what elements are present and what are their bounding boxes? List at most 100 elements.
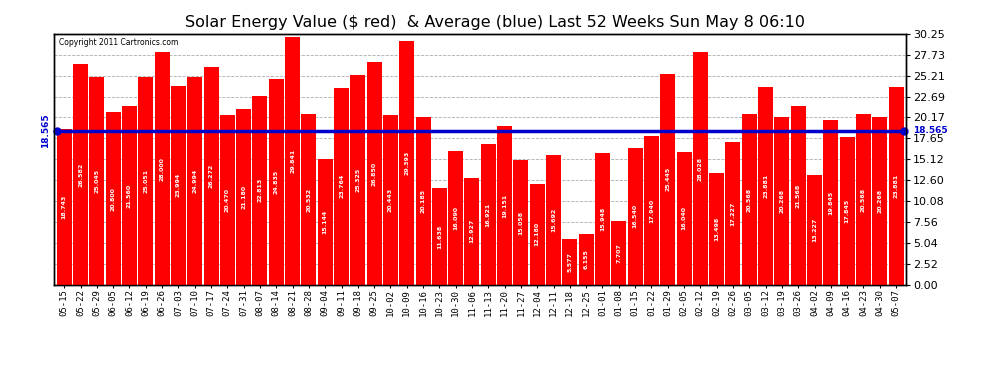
Text: 25.051: 25.051 [144,169,148,193]
Text: 20.185: 20.185 [421,189,426,213]
Text: 29.841: 29.841 [290,149,295,173]
Bar [758,87,773,285]
Text: 21.180: 21.180 [242,185,247,209]
Bar [726,142,741,285]
Bar [644,136,659,285]
Bar [579,234,594,285]
Text: 18.565: 18.565 [42,114,50,148]
Bar [204,67,219,285]
Bar [171,86,186,285]
Bar [122,106,137,285]
Bar [399,41,414,285]
Text: 18.743: 18.743 [61,195,66,219]
Text: 15.144: 15.144 [323,210,328,234]
Bar [187,77,202,285]
Text: 20.568: 20.568 [746,188,751,211]
Bar [628,148,643,285]
Text: 26.850: 26.850 [371,161,376,186]
Bar [709,173,724,285]
Bar [416,117,431,285]
Bar [383,115,398,285]
Bar [807,175,822,285]
Text: 19.845: 19.845 [829,190,834,215]
Text: 20.532: 20.532 [306,188,312,212]
Bar [301,114,317,285]
Bar [73,64,88,285]
Text: 15.058: 15.058 [519,210,524,234]
Bar [840,137,854,285]
Text: 16.921: 16.921 [486,202,491,227]
Text: 19.151: 19.151 [502,194,507,217]
Text: 11.638: 11.638 [437,225,442,249]
Text: Copyright 2011 Cartronics.com: Copyright 2011 Cartronics.com [58,38,178,46]
Bar [856,114,871,285]
Bar [318,159,333,285]
Bar [481,144,496,285]
Text: 13.227: 13.227 [812,218,817,242]
Text: 7.707: 7.707 [617,243,622,263]
Text: 22.813: 22.813 [257,178,262,203]
Text: 16.540: 16.540 [633,204,638,228]
Text: 21.568: 21.568 [796,183,801,207]
Bar [546,154,561,285]
Bar [89,77,104,285]
Text: 20.470: 20.470 [225,188,230,212]
Text: 16.090: 16.090 [453,206,458,230]
Text: 28.028: 28.028 [698,156,703,181]
Text: Solar Energy Value ($ red)  & Average (blue) Last 52 Weeks Sun May 8 06:10: Solar Energy Value ($ red) & Average (bl… [185,15,805,30]
Bar [220,115,235,285]
Text: 16.040: 16.040 [681,206,686,230]
Text: 23.764: 23.764 [339,174,344,198]
Text: 13.498: 13.498 [714,217,719,241]
Text: 26.582: 26.582 [78,162,83,187]
Bar [366,62,381,285]
Bar [889,87,904,285]
Text: 26.272: 26.272 [209,164,214,188]
Text: 17.845: 17.845 [844,199,849,223]
Bar [742,114,756,285]
Text: 17.940: 17.940 [648,198,654,222]
Bar [464,178,479,285]
Text: 20.268: 20.268 [779,189,784,213]
Text: 20.268: 20.268 [877,189,882,213]
Bar [595,153,610,285]
Text: 12.180: 12.180 [535,222,540,246]
Bar [824,120,839,285]
Text: 25.045: 25.045 [94,169,99,193]
Text: 20.568: 20.568 [861,188,866,211]
Bar [693,52,708,285]
Bar [268,79,284,285]
Bar [562,238,577,285]
Text: 21.560: 21.560 [127,183,132,207]
Bar [530,184,544,285]
Bar [237,109,251,285]
Bar [139,77,153,285]
Text: 25.325: 25.325 [355,168,360,192]
Text: 15.692: 15.692 [551,208,556,232]
Text: 29.393: 29.393 [404,151,409,175]
Bar [252,96,267,285]
Bar [676,152,692,285]
Text: 24.994: 24.994 [192,169,197,194]
Bar [872,117,887,285]
Text: 23.994: 23.994 [176,173,181,198]
Bar [611,221,627,285]
Bar [791,106,806,285]
Text: 17.227: 17.227 [731,201,736,226]
Bar [154,53,169,285]
Text: 25.445: 25.445 [665,167,670,192]
Text: 6.155: 6.155 [584,249,589,269]
Text: 23.881: 23.881 [894,174,899,198]
Text: 24.835: 24.835 [274,170,279,194]
Bar [432,188,446,285]
Text: 12.927: 12.927 [469,219,474,243]
Bar [497,126,512,285]
Text: 5.577: 5.577 [567,252,572,272]
Bar [774,117,789,285]
Bar [448,152,463,285]
Bar [350,75,365,285]
Text: 20.800: 20.800 [111,187,116,210]
Text: 18.565: 18.565 [913,126,947,135]
Bar [334,88,349,285]
Text: 28.000: 28.000 [159,157,164,181]
